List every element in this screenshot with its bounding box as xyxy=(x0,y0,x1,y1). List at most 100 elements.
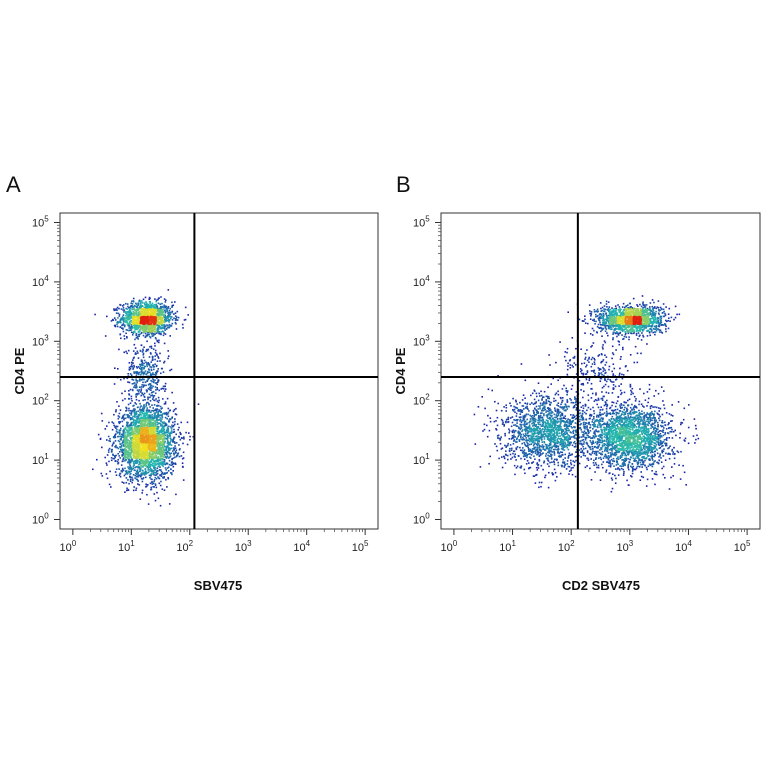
event-dot xyxy=(597,355,600,357)
event-dot xyxy=(163,403,166,405)
event-dot xyxy=(179,448,181,450)
event-dot xyxy=(163,443,165,446)
event-dot xyxy=(112,457,115,460)
event-dot xyxy=(163,316,166,319)
event-dot xyxy=(594,471,596,473)
event-dot xyxy=(147,305,150,307)
event-dot xyxy=(153,461,156,463)
event-dot xyxy=(144,419,146,422)
event-dot xyxy=(169,418,172,421)
event-dot xyxy=(163,428,166,431)
event-dot xyxy=(138,318,140,320)
event-dot xyxy=(145,317,148,320)
event-dot xyxy=(133,448,135,450)
event-dot xyxy=(164,388,167,390)
event-dot xyxy=(128,398,130,400)
event-dot xyxy=(581,369,583,372)
event-dot xyxy=(163,360,166,363)
event-dot xyxy=(137,433,140,435)
event-dot xyxy=(120,438,122,440)
event-dot xyxy=(156,450,159,452)
event-dot xyxy=(152,364,155,366)
event-dot xyxy=(145,443,147,446)
event-dot xyxy=(154,483,157,485)
event-dot xyxy=(151,311,154,314)
event-dot xyxy=(131,383,134,385)
event-dot xyxy=(104,335,107,337)
event-dot xyxy=(152,395,154,397)
panel-a-y-axis-label: CD4 PE xyxy=(12,347,27,394)
event-dot xyxy=(486,435,489,438)
event-dot xyxy=(153,493,156,495)
event-dot xyxy=(158,308,160,310)
event-dot xyxy=(137,304,139,307)
event-dot xyxy=(151,355,154,358)
event-dot xyxy=(143,396,146,398)
event-dot xyxy=(566,368,569,371)
event-dot xyxy=(687,426,690,429)
event-dot xyxy=(641,295,644,297)
event-dot xyxy=(692,435,695,437)
event-dot xyxy=(159,484,162,487)
event-dot xyxy=(151,416,153,418)
event-dot xyxy=(146,372,148,375)
event-dot xyxy=(163,425,165,427)
event-dot xyxy=(135,305,137,307)
panel-b-label: B xyxy=(396,172,411,197)
event-dot xyxy=(141,433,144,436)
event-dot xyxy=(139,302,142,304)
event-dot xyxy=(136,451,138,453)
event-dot xyxy=(147,328,150,330)
event-dot xyxy=(132,456,135,458)
event-dot xyxy=(155,442,157,444)
event-dot xyxy=(153,421,156,423)
event-dot xyxy=(152,396,155,399)
event-dot xyxy=(141,420,144,422)
event-dot xyxy=(130,316,132,319)
event-dot xyxy=(144,447,146,450)
event-dot xyxy=(145,486,147,488)
event-dot xyxy=(620,356,622,358)
event-dot xyxy=(123,439,126,442)
event-dot xyxy=(590,458,592,460)
event-dot xyxy=(141,362,144,364)
event-dot xyxy=(173,463,175,465)
event-dot xyxy=(132,440,134,443)
event-dot xyxy=(160,480,162,483)
event-dot xyxy=(126,337,128,339)
event-dot xyxy=(125,451,127,454)
event-dot xyxy=(135,466,138,468)
event-dot xyxy=(105,473,108,475)
event-dot xyxy=(507,416,510,419)
event-dot xyxy=(145,384,147,387)
event-dot xyxy=(159,474,161,476)
event-dot xyxy=(145,464,148,467)
event-dot xyxy=(148,331,150,334)
event-dot xyxy=(130,444,133,447)
event-dot xyxy=(130,424,133,427)
event-dot xyxy=(157,357,160,359)
event-dot xyxy=(189,435,191,438)
event-dot xyxy=(160,296,162,298)
event-dot xyxy=(147,446,150,449)
event-dot xyxy=(640,471,642,473)
event-dot xyxy=(133,317,135,319)
event-dot xyxy=(148,464,150,466)
event-dot xyxy=(143,407,145,410)
event-dot xyxy=(679,437,681,439)
event-dot xyxy=(137,322,139,325)
event-dot xyxy=(131,478,134,480)
event-dot xyxy=(132,312,135,315)
event-dot xyxy=(141,307,144,310)
event-dot xyxy=(146,389,148,392)
event-dot xyxy=(144,423,146,426)
event-dot xyxy=(165,327,168,330)
event-dot xyxy=(171,473,173,476)
event-dot xyxy=(164,314,166,317)
event-dot xyxy=(598,354,601,356)
event-dot xyxy=(154,386,157,388)
event-dot xyxy=(120,445,123,448)
event-dot xyxy=(115,308,118,310)
event-dot xyxy=(118,321,121,323)
event-dot xyxy=(148,454,150,456)
